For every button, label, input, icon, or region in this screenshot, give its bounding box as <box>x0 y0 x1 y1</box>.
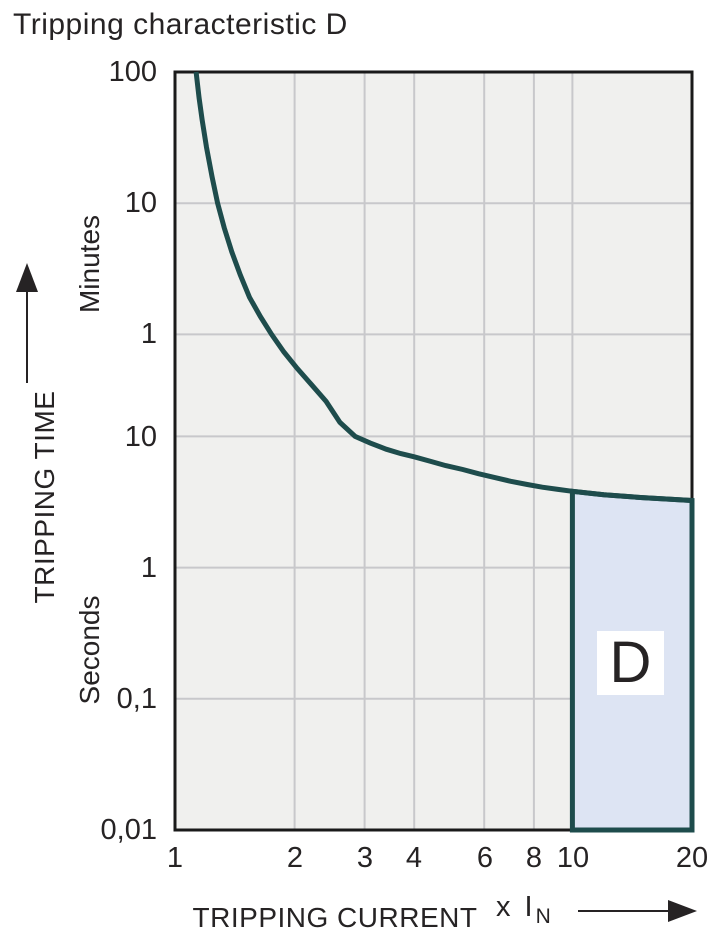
y-tick-1-second: 1 <box>140 552 157 584</box>
x-axis-arrow-icon <box>578 900 697 922</box>
y-tick-1-minute: 1 <box>140 318 157 350</box>
y-axis-arrow-icon <box>16 263 38 383</box>
y-unit-minutes-label: Minutes <box>74 214 105 314</box>
y-tick-0-1-second: 0,1 <box>116 683 157 715</box>
region-label: D <box>609 630 652 695</box>
x-tick-1: 1 <box>166 842 184 874</box>
y-tick-10-minutes: 10 <box>124 187 157 219</box>
region-label-box: D <box>597 631 664 695</box>
plot-layer <box>173 70 695 833</box>
x-tick-20: 20 <box>675 842 709 874</box>
chart-title: Tripping characteristic D <box>13 8 348 41</box>
y-axis-title: TRIPPING TIME <box>29 390 60 604</box>
x-tick-6: 6 <box>476 842 494 874</box>
x-axis-unit-subscript: N <box>535 904 551 928</box>
x-tick-2: 2 <box>286 842 304 874</box>
x-axis-unit-prefix: x I <box>496 891 536 923</box>
x-tick-3: 3 <box>356 842 374 874</box>
y-tick-0-01-second: 0,01 <box>100 814 157 846</box>
x-tick-10: 10 <box>556 842 590 874</box>
tripping-curve <box>193 71 693 503</box>
x-axis-title: TRIPPING CURRENT <box>192 902 478 933</box>
plot-border <box>173 70 694 832</box>
x-tick-8: 8 <box>525 842 543 874</box>
y-tick-10-seconds: 10 <box>124 421 157 453</box>
x-tick-4: 4 <box>405 842 423 874</box>
y-unit-seconds-label: Seconds <box>74 595 105 705</box>
x-axis-unit: x IN <box>496 891 551 933</box>
y-tick-100-minutes: 100 <box>108 56 157 88</box>
